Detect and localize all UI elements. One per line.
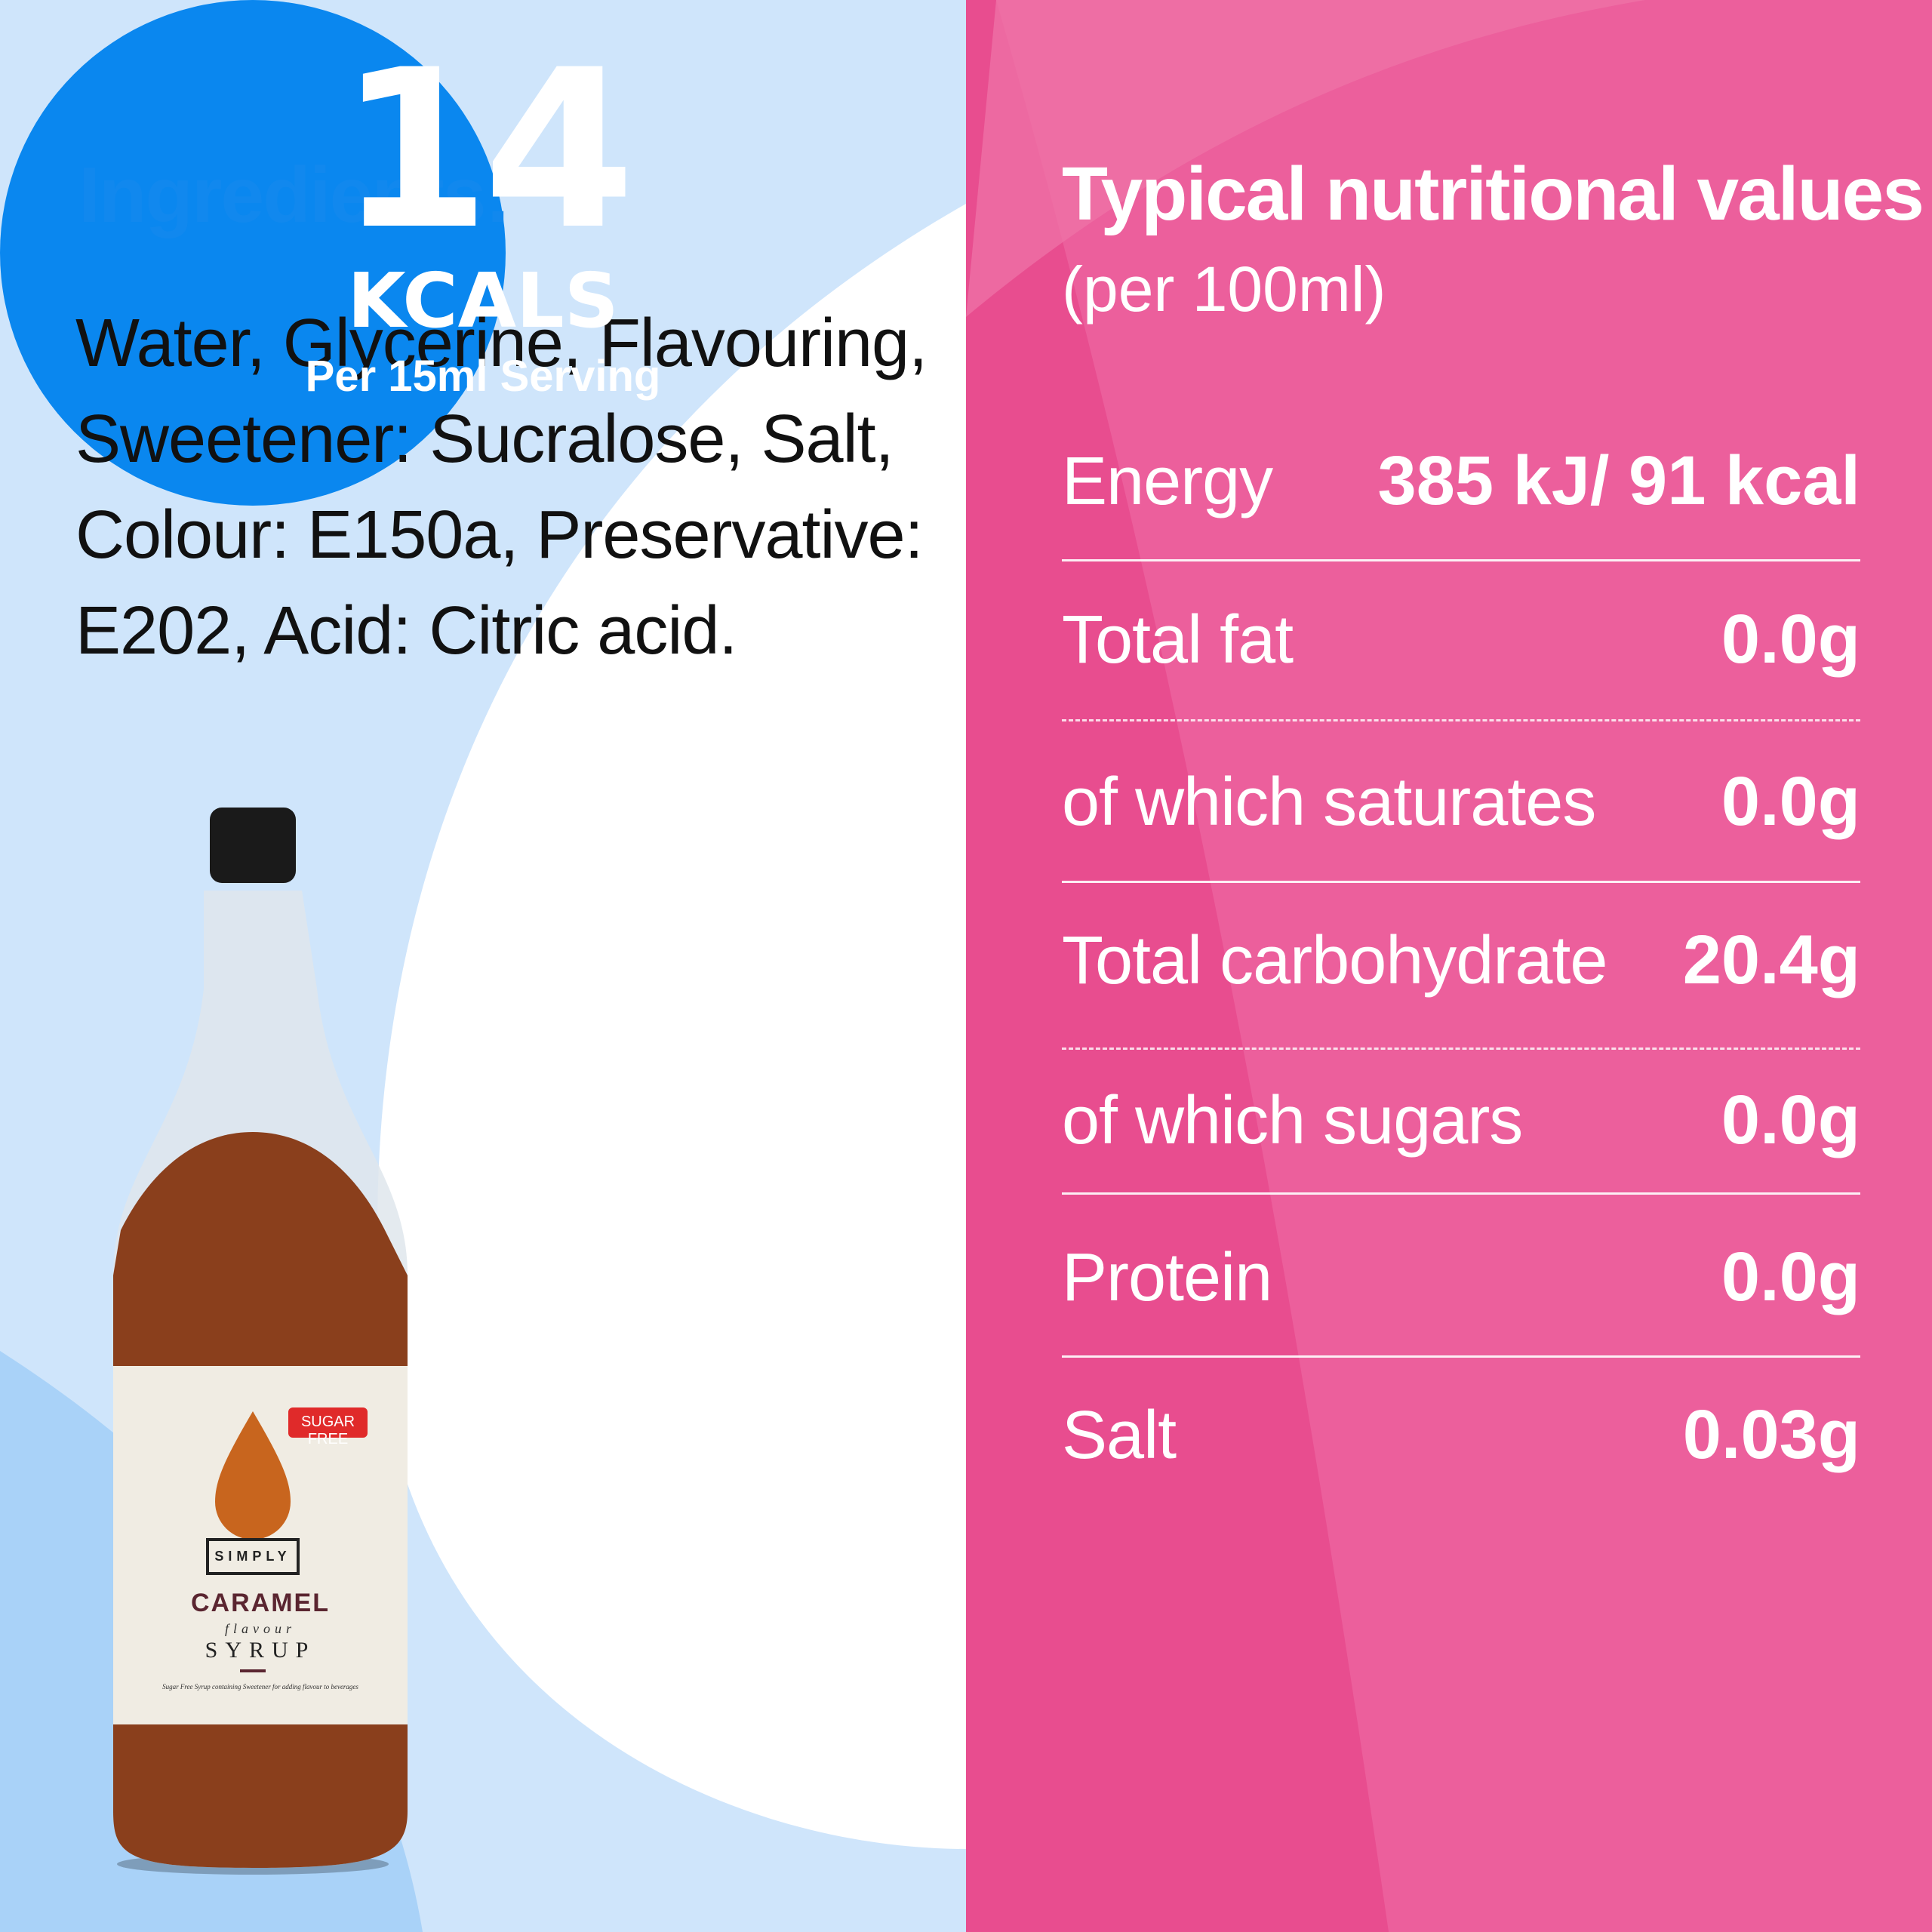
row-label: Protein <box>1062 1240 1272 1315</box>
ingredients-title: Ingredients: <box>78 152 511 239</box>
row-label: Total carbohydrate <box>1062 923 1607 998</box>
divider <box>1062 719 1860 721</box>
divider <box>1062 559 1860 561</box>
bottle-brand: SIMPLY <box>214 1549 291 1564</box>
nutrition-row-protein: Protein 0.0g <box>1062 1219 1860 1317</box>
nutrition-title: Typical nutritional values <box>1062 152 1924 236</box>
row-value: 0.0g <box>1721 763 1860 840</box>
row-label: Total fat <box>1062 602 1294 678</box>
row-value: 385 kJ/ 91 kcal <box>1377 442 1860 519</box>
nutrition-subtitle: (per 100ml) <box>1062 254 1386 325</box>
row-value: 0.0g <box>1721 1238 1860 1315</box>
bottle-description: Sugar Free Syrup containing Sweetener fo… <box>162 1683 358 1690</box>
row-value: 0.03g <box>1682 1396 1860 1473</box>
divider <box>1062 1355 1860 1358</box>
nutrition-row-energy: Energy 385 kJ/ 91 kcal <box>1062 423 1860 521</box>
background-shapes <box>966 0 1932 1932</box>
nutrition-panel: Typical nutritional values (per 100ml) E… <box>966 0 1932 1932</box>
bottle-product: SYRUP <box>205 1638 316 1663</box>
row-label: Energy <box>1062 444 1273 519</box>
ingredients-panel: Ingredients: Water, Glycerine, Flavourin… <box>0 0 966 1932</box>
nutrition-row-sugars: of which sugars 0.0g <box>1062 1062 1860 1160</box>
bottle-flavour: CARAMEL <box>191 1589 330 1617</box>
divider <box>1062 1192 1860 1195</box>
row-value: 20.4g <box>1682 921 1860 998</box>
syrup-bottle: SUGAR FREE SIMPLY CARAMEL flavour SYRUP … <box>91 808 415 1879</box>
nutrition-row-salt: Salt 0.03g <box>1062 1377 1860 1475</box>
row-label: of which sugars <box>1062 1083 1523 1158</box>
row-label: Salt <box>1062 1398 1177 1473</box>
kcal-unit: KCALS <box>347 257 619 345</box>
kcal-number: 14 <box>338 23 635 278</box>
sugar-free-tag: SUGAR FREE <box>300 1414 355 1447</box>
nutrition-row-saturates: of which saturates 0.0g <box>1062 743 1860 841</box>
ingredients-text: Water, Glycerine, Flavouring, Sweetener:… <box>75 306 928 669</box>
divider <box>1062 881 1860 883</box>
bottle-icon <box>113 808 408 1875</box>
nutrition-row-total-fat: Total fat 0.0g <box>1062 581 1860 679</box>
kcal-serving: Per 15ml Serving <box>305 352 661 401</box>
row-value: 0.0g <box>1721 1081 1860 1158</box>
row-label: of which saturates <box>1062 764 1596 840</box>
kcal-badge: 14 KCALS Per 15ml Serving <box>0 0 660 506</box>
nutrition-row-carbohydrate: Total carbohydrate 20.4g <box>1062 902 1860 1000</box>
bottle-flavour-word: flavour <box>225 1621 296 1636</box>
row-value: 0.0g <box>1721 601 1860 678</box>
divider <box>1062 1048 1860 1050</box>
